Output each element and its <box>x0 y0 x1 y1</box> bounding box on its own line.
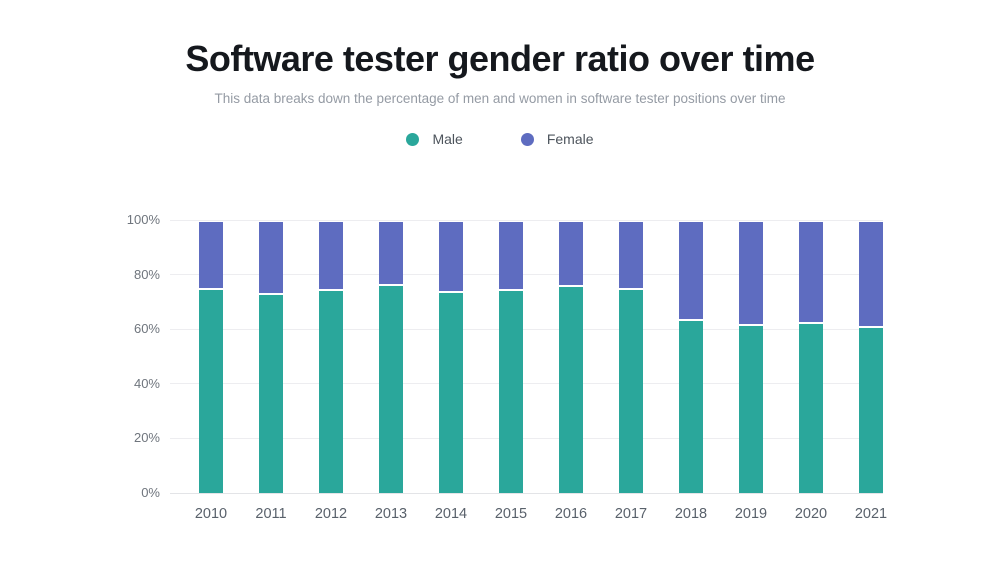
bar-stack-2016 <box>559 222 583 493</box>
gridline-60% <box>170 328 883 330</box>
bars-layer <box>181 220 901 493</box>
y-axis-tick-label: 80% <box>133 266 160 282</box>
gridline-40% <box>170 383 883 385</box>
legend-item-female[interactable]: Female <box>520 131 594 147</box>
bar-stack-2018 <box>679 222 703 493</box>
y-axis-tick-label: 60% <box>133 321 160 337</box>
bar-stack-2010 <box>199 222 223 493</box>
bar-segment-female-2010[interactable] <box>199 222 223 290</box>
bar-stack-2020 <box>799 222 823 493</box>
male-swatch-icon <box>406 132 420 146</box>
bar-segment-male-2013[interactable] <box>379 285 403 493</box>
gridline-20% <box>170 437 883 439</box>
legend-label-female: Female <box>546 131 594 147</box>
bar-2016 <box>541 220 601 493</box>
bar-segment-male-2015[interactable] <box>499 291 523 493</box>
bar-stack-2011 <box>259 222 283 493</box>
bar-segment-male-2021[interactable] <box>859 327 883 493</box>
x-axis-label-2014: 2014 <box>434 506 468 522</box>
bar-segment-female-2015[interactable] <box>499 222 523 292</box>
bar-segment-female-2014[interactable] <box>439 222 463 293</box>
y-axis-tick-label: 40% <box>133 375 160 391</box>
legend-item-male[interactable]: Male <box>406 131 463 147</box>
bar-segment-female-2011[interactable] <box>259 222 283 296</box>
x-axis-label-2015: 2015 <box>494 506 528 522</box>
bar-2010 <box>181 220 241 493</box>
legend: Male Female <box>0 131 1000 147</box>
x-axis-label-2011: 2011 <box>255 506 287 522</box>
y-axis-tick-label: 0% <box>141 485 160 500</box>
bar-segment-male-2018[interactable] <box>679 320 703 493</box>
x-axis-label-2017: 2017 <box>614 506 648 522</box>
bar-segment-male-2019[interactable] <box>739 326 763 493</box>
bar-2013 <box>361 220 421 493</box>
x-axis: 2010 2011 2012 2013 2014 2015 2016 2017 2018 2019… <box>181 506 901 522</box>
bar-stack-2021 <box>859 222 883 493</box>
bar-segment-female-2012[interactable] <box>319 222 343 292</box>
bar-2012 <box>301 220 361 493</box>
gridline-100% <box>170 219 883 221</box>
x-axis-label-2013: 2013 <box>374 506 408 522</box>
bar-segment-male-2011[interactable] <box>259 295 283 493</box>
bar-segment-female-2018[interactable] <box>679 222 703 321</box>
x-axis-label-2010: 2010 <box>194 506 228 522</box>
bar-2019 <box>721 220 781 493</box>
chart-title: Software tester gender ratio over time <box>185 38 815 79</box>
x-axis-label-2012: 2012 <box>314 506 348 522</box>
page: { "title": "Software tester gender ratio… <box>0 38 1000 562</box>
chart-subtitle: This data breaks down the percentage of … <box>214 91 786 106</box>
bar-segment-female-2021[interactable] <box>859 222 883 328</box>
bar-stack-2013 <box>379 222 403 493</box>
gridline-80% <box>170 274 883 276</box>
bar-2014 <box>421 220 481 493</box>
bar-2011 <box>241 220 301 493</box>
bar-segment-male-2014[interactable] <box>439 292 463 493</box>
bar-segment-female-2020[interactable] <box>799 222 823 324</box>
y-axis-tick-label: 100% <box>126 212 160 227</box>
legend-label-male: Male <box>432 131 463 147</box>
x-axis-label-2021: 2021 <box>854 506 888 522</box>
bar-2017 <box>601 220 661 493</box>
bar-stack-2015 <box>499 222 523 493</box>
gridline-0% <box>170 492 883 494</box>
bar-segment-male-2020[interactable] <box>799 323 823 493</box>
x-axis-label-2020: 2020 <box>794 506 828 522</box>
x-axis-label-2016: 2016 <box>554 506 588 522</box>
bar-2020 <box>781 220 841 493</box>
bar-segment-male-2010[interactable] <box>199 289 223 493</box>
plot-area: 0% 20% 40% 60% 80% 100% 2010 2011 2012 2013 2014 2… <box>127 212 887 522</box>
bar-stack-2014 <box>439 222 463 493</box>
bar-segment-female-2013[interactable] <box>379 222 403 286</box>
bar-2015 <box>481 220 541 493</box>
bar-2021 <box>841 220 901 493</box>
bar-segment-male-2017[interactable] <box>619 289 643 493</box>
bar-2018 <box>661 220 721 493</box>
bar-segment-female-2019[interactable] <box>739 222 763 327</box>
bar-segment-male-2012[interactable] <box>319 291 343 493</box>
y-axis: 0% 20% 40% 60% 80% 100% <box>92 212 160 500</box>
bar-stack-2019 <box>739 222 763 493</box>
bar-segment-male-2016[interactable] <box>559 287 583 493</box>
bar-segment-female-2017[interactable] <box>619 222 643 290</box>
bar-segment-female-2016[interactable] <box>559 222 583 288</box>
x-axis-label-2018: 2018 <box>674 506 708 522</box>
bar-stack-2017 <box>619 222 643 493</box>
x-axis-label-2019: 2019 <box>734 506 768 522</box>
y-axis-tick-label: 20% <box>133 430 160 446</box>
female-swatch-icon <box>520 132 534 146</box>
bar-stack-2012 <box>319 222 343 493</box>
